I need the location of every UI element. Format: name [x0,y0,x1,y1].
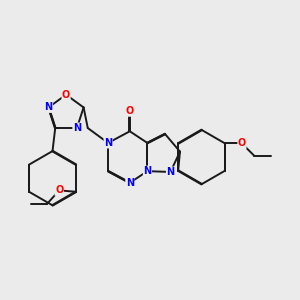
Text: O: O [55,185,63,195]
Text: O: O [126,106,134,116]
Text: N: N [44,102,52,112]
Text: N: N [73,123,81,133]
Text: O: O [62,90,70,100]
Text: N: N [104,138,112,148]
Text: N: N [126,178,134,188]
Text: N: N [167,167,175,177]
Text: O: O [238,139,246,148]
Text: N: N [143,166,152,176]
